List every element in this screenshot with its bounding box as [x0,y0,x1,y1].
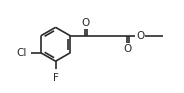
Text: O: O [82,18,90,28]
Text: O: O [136,31,144,41]
Text: F: F [53,73,59,83]
Text: Cl: Cl [16,48,27,58]
Text: O: O [123,44,132,54]
